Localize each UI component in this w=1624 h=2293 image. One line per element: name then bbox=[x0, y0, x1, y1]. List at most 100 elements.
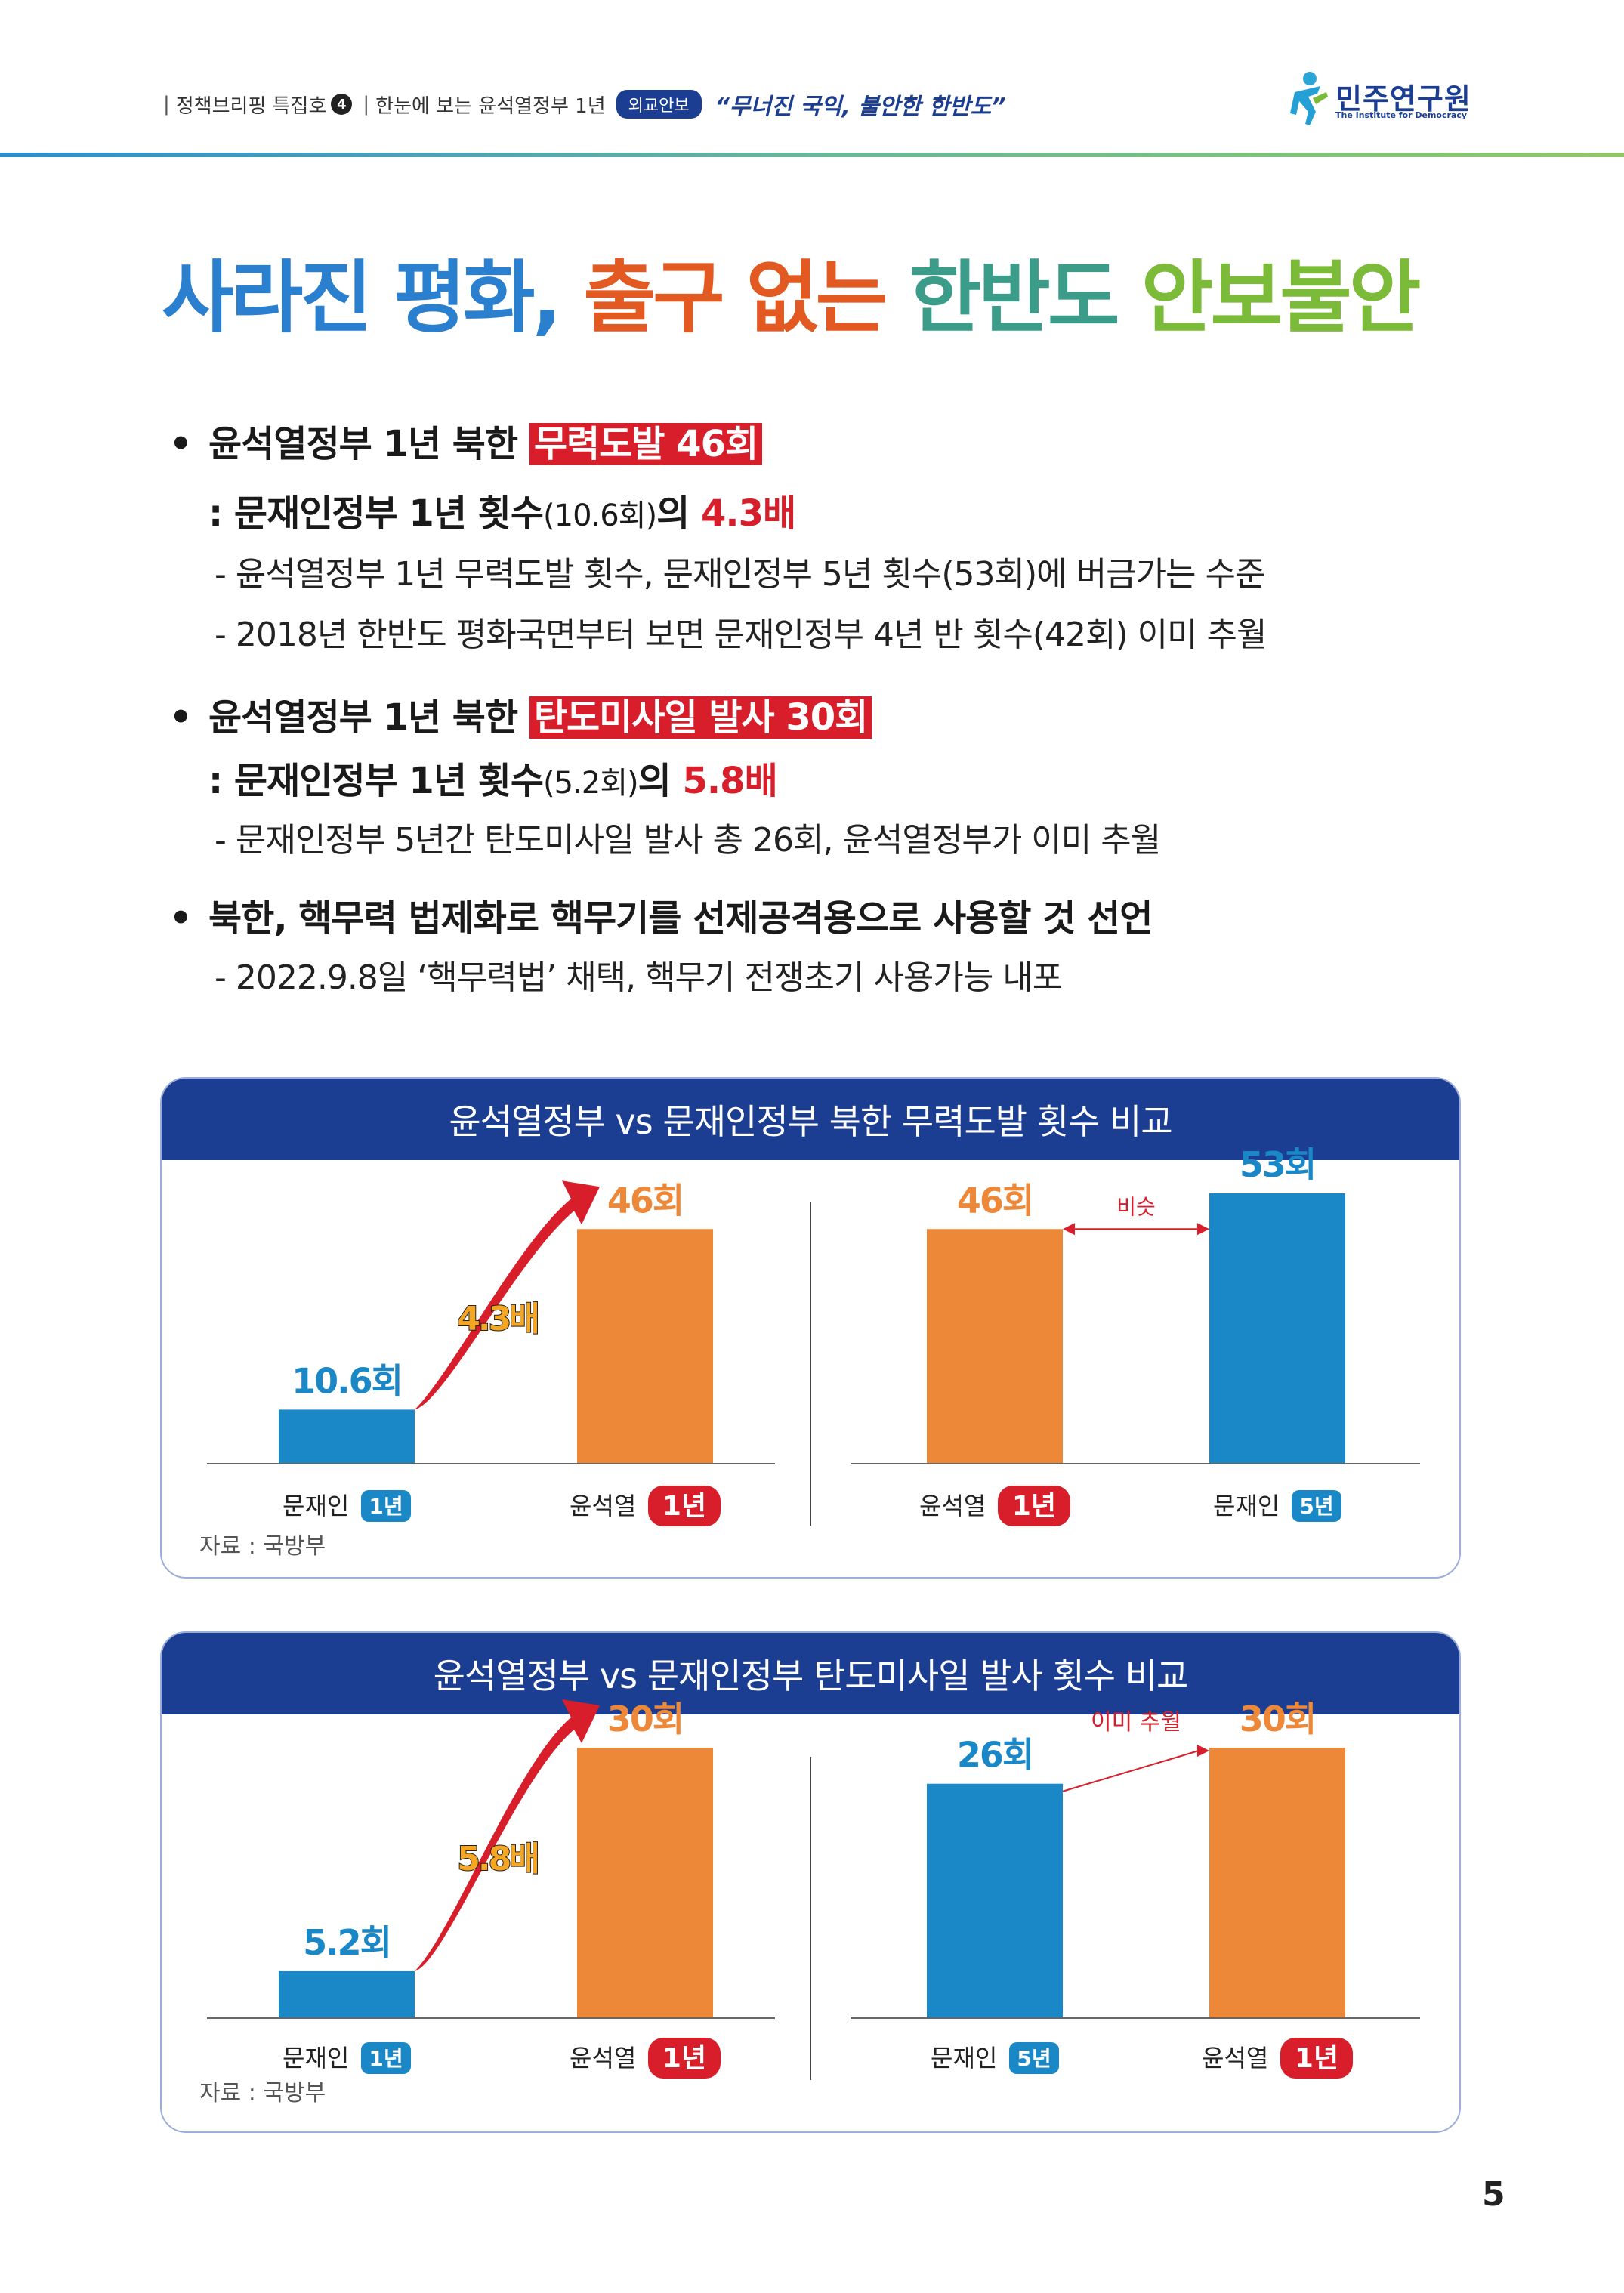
category-label: 문재인 bbox=[1213, 1492, 1280, 1520]
bullet-dot: • bbox=[169, 897, 193, 940]
bullet-3-lead: 북한, 핵무력 법제화로 핵무기를 선제공격용으로 사용할 것 선언 bbox=[208, 897, 1153, 940]
category-badge bbox=[1292, 1490, 1341, 1522]
bar-value-label: 26회 bbox=[957, 1735, 1033, 1776]
arrowhead-right-icon bbox=[1197, 1223, 1209, 1236]
institute-logo: 민주연구원 The Institute for Democracy bbox=[1287, 69, 1476, 130]
bullet-2-comparison-mid: 의 bbox=[638, 760, 672, 802]
category-label: 윤석열 bbox=[1202, 2044, 1268, 2072]
bullet-2-detail-1: - 문재인정부 5년간 탄도미사일 발사 총 26회, 윤석열정부가 이미 추월 bbox=[215, 821, 1161, 859]
category-badge-label: 1년 bbox=[662, 1491, 706, 1522]
bullet-1-highlight: 무력도발 46회 bbox=[529, 423, 763, 465]
header-bar: | 정책브리핑 특집호 4 | 한눈에 보는 윤석열정부 1년 외교안보 “무너… bbox=[157, 85, 1184, 124]
logo-name: 민주연구원 bbox=[1335, 82, 1471, 116]
bar-value-label: 46회 bbox=[957, 1180, 1033, 1221]
header-divider: | bbox=[363, 93, 370, 116]
category-label: 윤석열 bbox=[570, 1492, 636, 1520]
bullet-1-lead: 윤석열정부 1년 북한 bbox=[208, 423, 518, 465]
bullet-1-comparison-lead: : 문재인정부 1년 횟수 bbox=[208, 492, 544, 535]
bullet-2-comparison-paren: (5.2회) bbox=[543, 766, 639, 801]
bullet-3-detail-1: - 2022.9.8일 ‘핵무력법’ 채택, 핵무기 전쟁초기 사용가능 내포 bbox=[215, 958, 1063, 997]
category-badge bbox=[998, 1486, 1070, 1526]
bar bbox=[577, 1748, 713, 2018]
bar-value-label: 5.2회 bbox=[303, 1922, 391, 1963]
bar-value-label: 53회 bbox=[1240, 1144, 1315, 1185]
bar-value-label: 30회 bbox=[607, 1699, 683, 1739]
bar bbox=[279, 1409, 415, 1464]
arrowhead-left-icon bbox=[1063, 1223, 1075, 1236]
category-badge-label: 1년 bbox=[369, 2046, 403, 2071]
logo-mark-icon bbox=[1290, 72, 1328, 125]
bullet-2-comparison-lead: : 문재인정부 1년 횟수 bbox=[208, 760, 544, 802]
issue-number-badge: 4 bbox=[331, 94, 353, 115]
header-rule bbox=[0, 153, 1624, 157]
bullet-1-comparison-mid: 의 bbox=[656, 492, 690, 535]
category-badge bbox=[1009, 2042, 1059, 2074]
page-number: 5 bbox=[1482, 2175, 1505, 2214]
bar bbox=[1209, 1748, 1345, 2018]
title-part-1: 사라진 평화, bbox=[162, 252, 562, 344]
category-badge bbox=[361, 2042, 411, 2074]
title-part-4: 안보불안 bbox=[1141, 252, 1422, 344]
bullet-2-highlight: 탄도미사일 발사 30회 bbox=[529, 696, 872, 739]
bullet-1: • 윤석열정부 1년 북한 무력도발 46회 bbox=[169, 414, 763, 467]
logo-subtitle: The Institute for Democracy bbox=[1335, 110, 1468, 120]
bar bbox=[577, 1229, 713, 1464]
category-label: 윤석열 bbox=[570, 2044, 636, 2072]
comparison-line bbox=[1062, 1750, 1199, 1792]
bullet-3: • 북한, 핵무력 법제화로 핵무기를 선제공격용으로 사용할 것 선언 bbox=[169, 888, 1153, 941]
bullet-2: • 윤석열정부 1년 북한 탄도미사일 발사 30회 bbox=[169, 687, 872, 740]
bar bbox=[927, 1229, 1063, 1464]
header-series: 정책브리핑 특집호 bbox=[175, 94, 327, 118]
category-badge-label: 1년 bbox=[1295, 2043, 1338, 2074]
title-part-2: 출구 없는 bbox=[583, 252, 888, 344]
chart-box-title: 윤석열정부 vs 문재인정부 탄도미사일 발사 횟수 비교 bbox=[162, 1633, 1459, 1714]
category-badge bbox=[648, 2038, 721, 2079]
bar-value-label: 46회 bbox=[607, 1180, 683, 1221]
arrowhead-right-icon bbox=[1197, 1745, 1209, 1757]
bar-value-label: 10.6회 bbox=[292, 1360, 402, 1401]
bullet-dot: • bbox=[169, 423, 193, 465]
category-badge-label: 1년 bbox=[369, 1494, 403, 1519]
category-badge-label: 5년 bbox=[1299, 1494, 1333, 1519]
chart-source: 자료 : 국방부 bbox=[199, 1533, 326, 1560]
bar bbox=[1209, 1193, 1345, 1464]
ratio-annotation: 4.3배 bbox=[457, 1300, 537, 1338]
bullet-1-detail-1: - 윤석열정부 1년 무력도발 횟수, 문재인정부 5년 횟수(53회)에 버금… bbox=[215, 555, 1265, 594]
category-badge-label: 1년 bbox=[1012, 1491, 1056, 1522]
bullet-1-comparison: : 문재인정부 1년 횟수(10.6회)의 4.3배 bbox=[208, 483, 796, 536]
category-tag: 외교안보 bbox=[616, 90, 702, 119]
bullet-2-comparison: : 문재인정부 1년 횟수(5.2회)의 5.8배 bbox=[208, 751, 778, 804]
bullet-2-ratio: 5.8배 bbox=[682, 760, 778, 802]
header-quote: “무너진 국익, 불안한 한반도” bbox=[715, 94, 1006, 120]
chart-divider bbox=[810, 1757, 811, 2080]
category-badge bbox=[1280, 2038, 1353, 2079]
comparison-annotation: 비슷 bbox=[1116, 1194, 1156, 1219]
bar-value-label: 30회 bbox=[1240, 1699, 1315, 1739]
growth-arrow-shape bbox=[415, 1699, 600, 1971]
ratio-annotation: 5.8배 bbox=[457, 1840, 537, 1878]
chart-source: 자료 : 국방부 bbox=[199, 2080, 326, 2106]
growth-arrow-icon bbox=[415, 1699, 600, 1971]
title-part-3: 한반도 bbox=[909, 252, 1120, 344]
chart-box-title: 윤석열정부 vs 문재인정부 북한 무력도발 횟수 비교 bbox=[162, 1079, 1459, 1160]
comparison-annotation: 이미 추월 bbox=[1091, 1709, 1181, 1736]
category-label: 문재인 bbox=[283, 1492, 349, 1520]
category-badge bbox=[361, 1490, 411, 1522]
chart-divider bbox=[810, 1202, 811, 1526]
header-subtitle: 한눈에 보는 윤석열정부 1년 bbox=[375, 94, 606, 118]
category-badge-label: 5년 bbox=[1017, 2046, 1051, 2071]
bullet-dot: • bbox=[169, 696, 193, 739]
category-badge bbox=[648, 1486, 721, 1526]
category-label: 문재인 bbox=[283, 2044, 349, 2072]
bar bbox=[927, 1783, 1063, 2018]
bullet-1-ratio: 4.3배 bbox=[700, 492, 796, 535]
category-badge-label: 1년 bbox=[662, 2043, 706, 2074]
bullet-1-detail-2: - 2018년 한반도 평화국면부터 보면 문재인정부 4년 반 횟수(42회)… bbox=[215, 616, 1267, 654]
growth-arrow-icon bbox=[415, 1180, 600, 1410]
